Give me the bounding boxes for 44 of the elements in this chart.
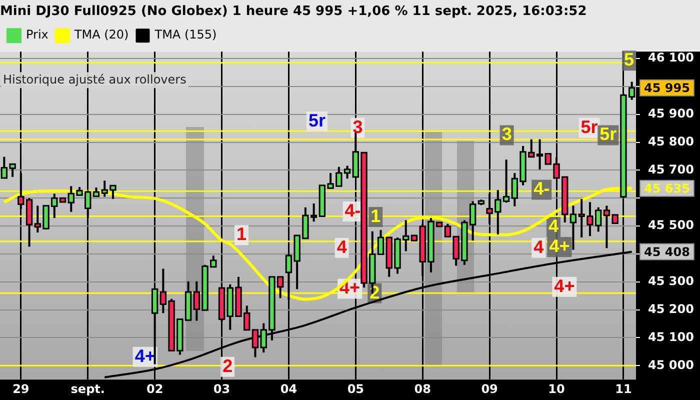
x-tick-label: 29 bbox=[12, 382, 30, 396]
legend-label: TMA (155) bbox=[154, 28, 217, 42]
text: 45 995 bbox=[644, 81, 690, 96]
annotation: 4 bbox=[534, 236, 544, 257]
y-tick-label: 45 200 bbox=[648, 302, 694, 316]
annotation: 2 bbox=[222, 356, 233, 376]
annotation: 4 bbox=[336, 236, 347, 257]
y-tick-label: 45 500 bbox=[648, 218, 694, 232]
chart-title: Mini DJ30 Full0925 (No Globex) 1 heure 45 995 +1,06 % 11 sept. 2025, 16:03:52 bbox=[0, 4, 587, 20]
legend-label: Prix bbox=[26, 28, 48, 42]
annotation: 1 bbox=[370, 206, 381, 226]
x-tick-label: 04 bbox=[280, 382, 298, 396]
x-tick-label: 05 bbox=[347, 382, 364, 396]
annotation: 5 bbox=[624, 50, 634, 70]
annotation: 4+ bbox=[134, 346, 156, 366]
y-tick-label: 45 100 bbox=[648, 330, 694, 344]
y-tick-label: 45 900 bbox=[648, 106, 694, 121]
x-tick-label: 11 bbox=[615, 382, 632, 396]
annotation: 4+ bbox=[554, 276, 575, 296]
annotation: Historique ajusté aux rollovers bbox=[2, 72, 186, 86]
annotation: 3 bbox=[502, 124, 512, 144]
annotation: 1 bbox=[236, 224, 246, 244]
text: 45 635 bbox=[644, 182, 690, 196]
x-tick-label: 02 bbox=[146, 382, 164, 396]
x-tick-label: 10 bbox=[548, 382, 565, 396]
annotation: 4+ bbox=[549, 236, 570, 256]
x-tick-label: sept. bbox=[70, 382, 105, 396]
y-tick-label: 45 700 bbox=[648, 162, 694, 176]
annotation: 5r bbox=[308, 110, 326, 131]
text: 45 408 bbox=[644, 244, 690, 259]
y-tick-label: 46 100 bbox=[648, 50, 694, 65]
annotation: 4 bbox=[548, 216, 559, 236]
x-tick-label: 03 bbox=[213, 382, 230, 396]
annotation: 3 bbox=[352, 116, 363, 137]
y-tick-label: 45 300 bbox=[648, 274, 694, 288]
x-tick-label: 09 bbox=[481, 382, 498, 396]
annotation: 4- bbox=[534, 178, 550, 199]
y-tick-label: 45 800 bbox=[648, 134, 694, 148]
annotation: 4- bbox=[344, 200, 361, 220]
legend-label: TMA (20) bbox=[73, 28, 129, 42]
annotation: 5r bbox=[580, 116, 598, 137]
x-tick-label: 08 bbox=[414, 382, 431, 396]
y-tick-label: 45 000 bbox=[648, 358, 694, 372]
annotation: 5r bbox=[600, 124, 617, 144]
